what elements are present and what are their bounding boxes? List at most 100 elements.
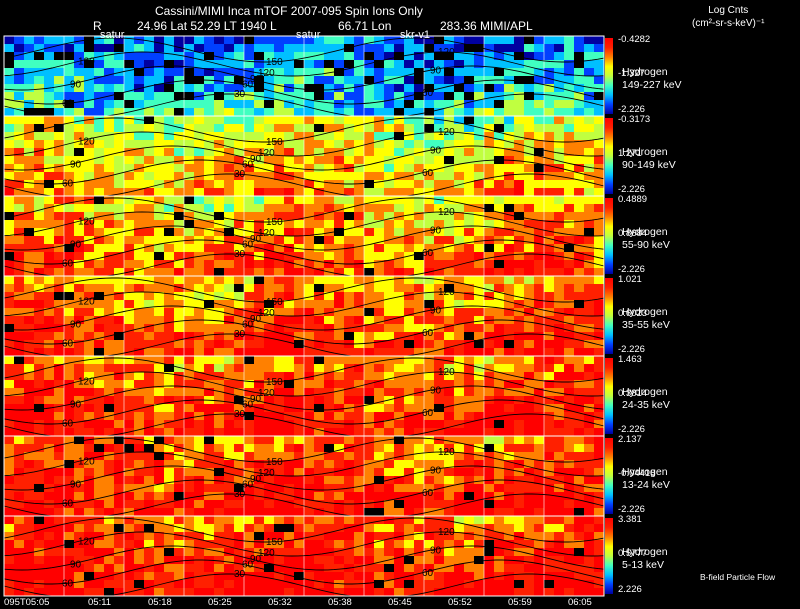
colorbar: [605, 358, 613, 434]
contour-line: [3, 79, 605, 105]
panel-species-label: Hydrogen 35-55 keV: [622, 306, 670, 332]
contour-level-label: 60: [242, 239, 254, 250]
time-tick-label: 05:52: [448, 597, 472, 608]
contour-line: [3, 385, 605, 411]
contour-level-label: 90: [430, 145, 442, 156]
contour-level-label: 90: [70, 319, 82, 330]
contour-level-label: 60: [422, 88, 434, 99]
contour-level-label: 60: [422, 488, 434, 499]
colorbar: [605, 198, 613, 274]
species-name: Hydrogen: [622, 546, 668, 558]
species-name: Hydrogen: [622, 66, 668, 78]
species-name: Hydrogen: [622, 306, 668, 318]
contour-line: [3, 225, 605, 251]
time-tick-label: 05:18: [148, 597, 172, 608]
species-name: Hydrogen: [622, 226, 668, 238]
colorbar-cmin-label: -2.226: [618, 104, 645, 115]
contour-line: [3, 37, 605, 63]
contour-level-label: 90: [70, 479, 82, 490]
contour-level-label: 60: [422, 568, 434, 579]
contour-line: [3, 239, 605, 265]
contour-level-label: 60: [62, 419, 74, 430]
colorbar: [605, 38, 613, 114]
panel-species-label: Hydrogen 149-227 keV: [622, 66, 682, 92]
energy-range: 13-24 keV: [622, 479, 670, 491]
colorbar: [605, 278, 613, 354]
contour-level-label: 150: [266, 57, 283, 68]
species-name: Hydrogen: [622, 146, 668, 158]
contour-line: [3, 145, 605, 171]
colorbar-title: Log Cnts (cm²-sr-s-keV)⁻¹: [692, 4, 764, 30]
colorbar: [605, 438, 613, 514]
time-tick-label: 05:11: [88, 597, 112, 608]
contour-level-label: 120: [78, 457, 95, 468]
time-tick-label: 05:32: [268, 597, 292, 608]
contour-level-label: 90: [70, 239, 82, 250]
overlay-label: skr-v1: [400, 29, 430, 41]
colorbar-cmid-label: 1.271: [618, 148, 642, 159]
energy-range: 149-227 keV: [622, 79, 682, 91]
colorbar-cmax-label: 1.021: [618, 274, 642, 285]
contour-line: [3, 117, 605, 143]
panel-species-label: Hydrogen 13-24 keV: [622, 466, 670, 492]
panel-species-label: Hydrogen 5-13 keV: [622, 546, 668, 572]
colorbar-cmin-label: -2.226: [618, 264, 645, 275]
contour-line: [3, 437, 605, 463]
panel-heatmap: [4, 36, 604, 116]
colorbar-title-line2: (cm²-sr-s-keV)⁻¹: [692, 18, 765, 29]
contour-level-label: 120: [438, 287, 455, 298]
contour-line: [3, 211, 605, 237]
contour-level-label: 60: [242, 159, 254, 170]
contour-line: [3, 291, 605, 317]
contour-level-label: 90: [430, 465, 442, 476]
contour-level-label: 150: [266, 297, 283, 308]
contour-level-label: 30: [234, 89, 246, 100]
contour-level-label: 90: [70, 79, 82, 90]
contour-level-label: 90: [70, 399, 82, 410]
ephemeris-lon: 66.71 Lon: [338, 19, 392, 33]
contour-level-label: 120: [258, 388, 275, 399]
colorbar-cmin-label: -2.226: [618, 344, 645, 355]
contour-level-label: 30: [234, 169, 246, 180]
panel-species-label: Hydrogen 90-149 keV: [622, 146, 676, 172]
colorbar-cmax-label: 1.463: [618, 354, 642, 365]
ephemeris-lat-lt-l: 24.96 Lat 52.29 LT 1940 L: [137, 19, 277, 33]
colorbar: [605, 118, 613, 194]
contour-line: [3, 465, 605, 491]
panel-heatmap: [4, 436, 604, 516]
contour-level-label: 60: [62, 259, 74, 270]
energy-range: 24-35 keV: [622, 399, 670, 411]
contour-level-label: 120: [78, 137, 95, 148]
footnote: B-field Particle Flow: [700, 572, 776, 582]
contour-level-label: 90: [250, 314, 262, 325]
colorbar-cmin-label: 2.226: [618, 584, 642, 595]
contour-line: [3, 319, 605, 345]
plot-header: Cassini/MIMI Inca mTOF 2007-095 Spin Ion…: [0, 0, 800, 36]
time-tick-label: 095T05:05: [4, 597, 50, 608]
ephemeris-source: 283.36 MIMI/APL: [440, 19, 533, 33]
contour-level-label: 60: [62, 579, 74, 590]
colorbar-cmin-label: -2.226: [618, 184, 645, 195]
colorbar-cmid-label: 0.3814: [618, 388, 648, 399]
contour-level-label: 60: [242, 479, 254, 490]
contour-line: [3, 559, 605, 585]
contour-level-label: 120: [438, 367, 455, 378]
contour-level-label: 120: [438, 127, 455, 138]
colorbar-cmid-label: 0.6023: [618, 308, 648, 319]
contour-level-label: 90: [70, 159, 82, 170]
contour-level-label: 120: [438, 47, 455, 58]
colorbar-cmin-label: -2.226: [618, 424, 645, 435]
contour-level-label: 120: [258, 148, 275, 159]
contour-line: [3, 197, 605, 223]
contour-level-label: 60: [242, 399, 254, 410]
colorbar-title-line1: Log Cnts: [708, 5, 749, 16]
contour-line: [3, 131, 605, 157]
contour-line: [3, 371, 605, 397]
time-tick-label: 05:45: [388, 597, 412, 608]
contour-level-label: 90: [430, 305, 442, 316]
contour-level-label: 120: [258, 308, 275, 319]
